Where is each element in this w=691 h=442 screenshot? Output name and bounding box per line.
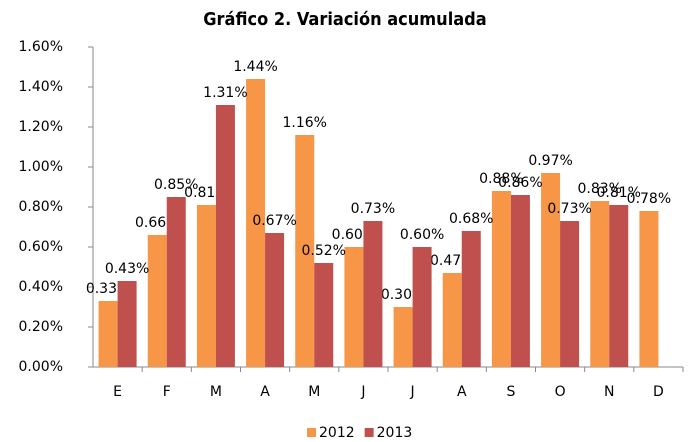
y-tick-label: 0.40% [19, 279, 63, 295]
bar [265, 233, 285, 367]
bar [590, 201, 610, 367]
x-tick-label: D [653, 384, 664, 400]
bar [117, 281, 137, 367]
bar [442, 273, 462, 367]
x-tick-label: A [457, 384, 467, 400]
bar [295, 135, 315, 367]
x-tick-label: O [555, 384, 566, 400]
y-tick-label: 1.00% [19, 159, 63, 175]
legend-label: 2012 [319, 425, 355, 441]
y-tick-label: 0.60% [19, 239, 63, 255]
y-tick-label: 1.60% [19, 39, 63, 55]
bar [344, 247, 364, 367]
legend-label: 2013 [377, 425, 413, 441]
bar [314, 263, 334, 367]
data-label: 0.88% [479, 171, 523, 187]
x-tick-label: F [163, 384, 171, 400]
data-label: 0.67% [252, 213, 296, 229]
x-tick-label: A [260, 384, 270, 400]
data-label: 0.81% [597, 185, 641, 201]
bar [639, 211, 659, 367]
data-label: 0.85% [154, 177, 198, 193]
y-tick-label: 0.00% [19, 359, 63, 375]
y-tick-label: 0.20% [19, 319, 63, 335]
x-tick-label: S [506, 384, 515, 400]
bar [98, 301, 118, 367]
data-label: 0.68% [449, 211, 493, 227]
data-label: 0.78% [627, 191, 671, 207]
data-label: 0.73% [547, 201, 591, 217]
data-label: 1.16% [283, 115, 327, 131]
y-tick-label: 1.40% [19, 79, 63, 95]
data-label: 0.73% [351, 201, 395, 217]
bar [147, 235, 167, 367]
bar [393, 307, 413, 367]
x-tick-label: N [604, 384, 614, 400]
y-tick-label: 1.20% [19, 119, 63, 135]
chart-title: Gráfico 2. Variación acumulada [203, 9, 486, 30]
bar [510, 195, 530, 367]
data-label: 0.60% [400, 227, 444, 243]
bar [166, 197, 186, 367]
bar [246, 79, 266, 367]
data-label: 0.86% [498, 175, 542, 191]
bar [215, 105, 235, 367]
bar [412, 247, 432, 367]
x-tick-label: M [308, 384, 320, 400]
bar [196, 205, 216, 367]
data-label: 0.97% [528, 153, 572, 169]
data-label: 0.83% [578, 181, 622, 197]
bar [461, 231, 481, 367]
legend-swatch [307, 428, 316, 437]
x-tick-label: E [113, 384, 122, 400]
bar [363, 221, 383, 367]
data-label: 1.44% [233, 59, 277, 75]
bar [541, 173, 561, 367]
x-tick-label: J [410, 384, 415, 400]
data-label: 0.43% [105, 261, 149, 277]
bar [491, 191, 511, 367]
bar [609, 205, 629, 367]
data-label: 1.31% [203, 85, 247, 101]
x-tick-label: M [210, 384, 222, 400]
bar [560, 221, 580, 367]
y-tick-label: 0.80% [19, 199, 63, 215]
x-tick-label: J [360, 384, 365, 400]
legend-swatch [364, 428, 374, 437]
data-label: 0.52% [302, 243, 346, 259]
